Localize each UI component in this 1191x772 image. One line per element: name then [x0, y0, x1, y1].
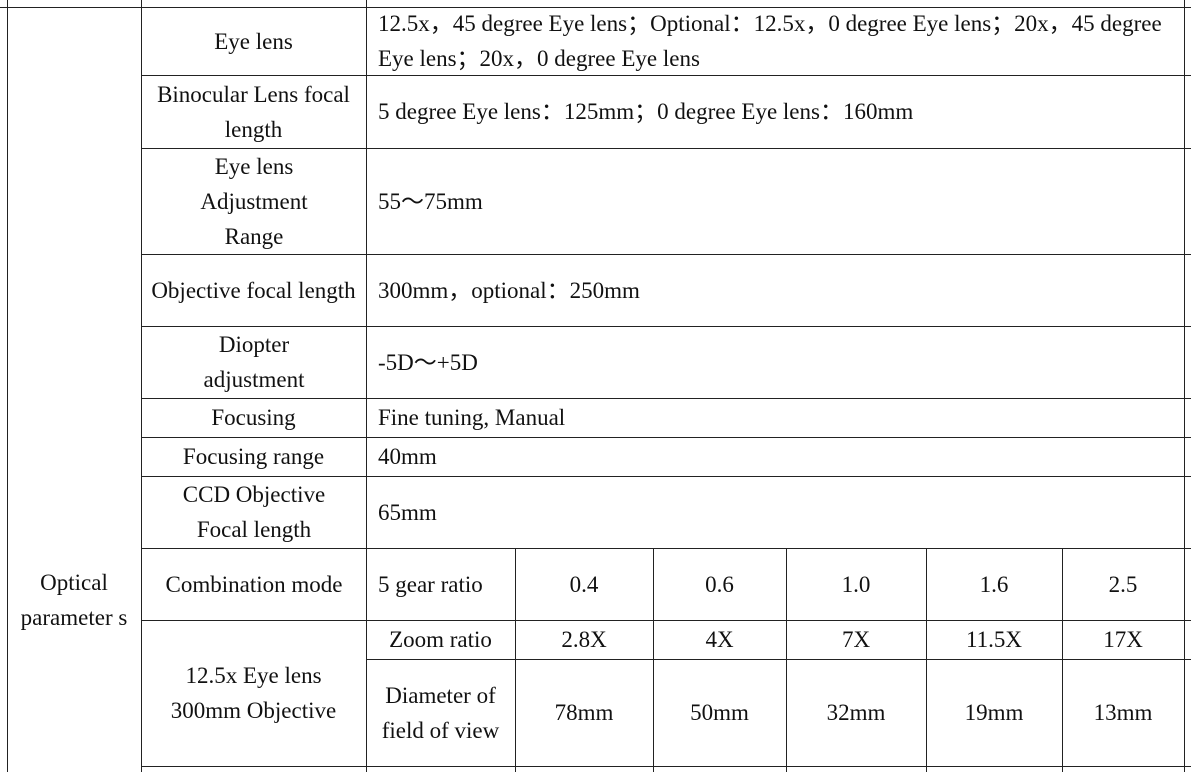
grid-line	[141, 548, 1191, 549]
grid-line	[1184, 0, 1185, 772]
label-text: Combination mode	[165, 571, 343, 597]
grid-line	[653, 548, 654, 772]
value-text: 1.0	[841, 571, 871, 597]
field-diameter-value: 78mm	[515, 659, 653, 766]
category-text: Optical parameter s	[20, 570, 128, 630]
gear-ratio-value: 0.4	[515, 548, 653, 620]
grid-line	[141, 326, 1191, 327]
row-label-focusing-range: Focusing range	[141, 437, 366, 476]
row-value-focusing: Fine tuning, Manual	[366, 398, 1184, 437]
label-text: 5 gear ratio	[378, 571, 483, 597]
gear-ratio-value: 0.6	[653, 548, 786, 620]
value-text: 0.6	[705, 571, 734, 597]
label-text: Focusing range	[182, 444, 325, 469]
objective-group-label: 12.5x Eye lens 300mm Objective	[150, 620, 357, 766]
label-text: Diameter of field of view	[381, 682, 500, 743]
value-text: 2.5	[1108, 571, 1138, 597]
field-diameter-label: Diameter of field of view	[380, 659, 501, 766]
value-text: 13mm	[1093, 700, 1153, 725]
value-text: 11.5X	[965, 627, 1022, 652]
grid-line	[0, 7, 1191, 8]
grid-line	[366, 659, 1191, 660]
gear-ratio-label: 5 gear ratio	[366, 548, 515, 620]
grid-line	[141, 398, 1191, 399]
value-text: 78mm	[554, 700, 614, 725]
value-text: 5 degree Eye lens：125mm；0 degree Eye len…	[378, 99, 914, 124]
value-text: -5D～+5D	[378, 349, 478, 375]
grid-line	[141, 0, 142, 772]
value-text: 40mm	[378, 444, 437, 469]
label-text: Binocular Lens focal length	[157, 81, 350, 142]
value-text: 12.5x，45 degree Eye lens；Optional：12.5x，…	[378, 11, 1162, 71]
grid-line	[141, 437, 1191, 438]
value-text: 32mm	[826, 700, 886, 725]
zoom-ratio-label: Zoom ratio	[366, 620, 515, 659]
label-text: Objective focal length	[151, 277, 356, 303]
grid-line	[141, 254, 1191, 255]
row-value-objective-focal: 300mm，optional：250mm	[366, 254, 1184, 326]
row-label-objective-focal: Objective focal length	[151, 254, 356, 326]
label-text: CCD Objective Focal length	[182, 482, 326, 542]
field-diameter-value: 19mm	[926, 659, 1062, 766]
label-text: Eye lens Adjustment Range	[200, 153, 308, 249]
row-label-ccd-objective: CCD Objective Focal length	[155, 476, 353, 548]
field-diameter-value: 13mm	[1062, 659, 1184, 766]
grid-line	[926, 548, 927, 772]
value-text: 1.6	[979, 571, 1009, 597]
row-label-focusing: Focusing	[141, 398, 366, 437]
combination-mode-label: Combination mode	[165, 548, 343, 620]
zoom-ratio-value: 4X	[653, 620, 786, 659]
label-text: Focusing	[211, 405, 296, 430]
row-value-adjustment-range: 55～75mm	[366, 148, 1184, 254]
value-text: 50mm	[690, 700, 749, 725]
field-diameter-value: 32mm	[786, 659, 926, 766]
row-label-adjustment-range: Eye lens Adjustment Range	[170, 148, 338, 254]
value-text: 55～75mm	[378, 188, 483, 214]
gear-ratio-value: 1.0	[786, 548, 926, 620]
row-label-eye-lens: Eye lens	[141, 7, 366, 75]
value-text: 2.8X	[561, 627, 607, 652]
row-value-binocular-focal: 5 degree Eye lens：125mm；0 degree Eye len…	[366, 75, 1184, 148]
field-diameter-value: 50mm	[653, 659, 786, 766]
category-label: Optical parameter s	[12, 540, 136, 660]
row-value-diopter: -5D～+5D	[366, 326, 1184, 398]
value-text: 300mm，optional：250mm	[378, 277, 640, 303]
grid-line	[7, 0, 8, 772]
value-text: 65mm	[378, 499, 437, 525]
zoom-ratio-value: 2.8X	[515, 620, 653, 659]
zoom-ratio-value: 17X	[1062, 620, 1184, 659]
row-label-diopter: Diopter adjustment	[170, 326, 338, 398]
value-text: 19mm	[964, 700, 1024, 725]
grid-line	[366, 0, 367, 772]
grid-line	[515, 548, 516, 772]
grid-line	[141, 766, 1191, 767]
gear-ratio-value: 1.6	[926, 548, 1062, 620]
grid-line	[786, 548, 787, 772]
value-text: 4X	[705, 627, 734, 652]
row-label-binocular-focal: Binocular Lens focal length	[145, 75, 362, 148]
grid-line	[141, 476, 1191, 477]
value-text: 17X	[1103, 627, 1143, 652]
value-text: Fine tuning, Manual	[378, 405, 566, 430]
grid-line	[1062, 548, 1063, 772]
gear-ratio-value: 2.5	[1062, 548, 1184, 620]
zoom-ratio-value: 7X	[786, 620, 926, 659]
value-text: 7X	[841, 627, 871, 652]
label-text: Zoom ratio	[389, 627, 492, 652]
label-text: Diopter adjustment	[203, 332, 305, 392]
grid-line	[141, 75, 1191, 76]
label-text: Eye lens	[214, 28, 293, 54]
label-text: 12.5x Eye lens 300mm Objective	[170, 663, 337, 723]
row-value-ccd-objective: 65mm	[366, 476, 1184, 548]
row-value-eye-lens: 12.5x，45 degree Eye lens；Optional：12.5x，…	[366, 7, 1184, 75]
row-value-focusing-range: 40mm	[366, 437, 1184, 476]
grid-line	[141, 148, 1191, 149]
zoom-ratio-value: 11.5X	[926, 620, 1062, 659]
value-text: 0.4	[569, 571, 599, 597]
grid-line	[141, 620, 1191, 621]
